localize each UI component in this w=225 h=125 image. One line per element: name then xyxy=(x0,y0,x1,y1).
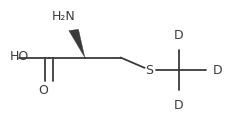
Polygon shape xyxy=(69,29,85,58)
Text: O: O xyxy=(39,84,48,97)
Text: D: D xyxy=(213,64,223,76)
Text: D: D xyxy=(174,99,183,112)
Text: S: S xyxy=(146,64,153,77)
Text: H₂N: H₂N xyxy=(52,10,76,23)
Text: HO: HO xyxy=(10,50,29,63)
Text: D: D xyxy=(174,29,183,42)
